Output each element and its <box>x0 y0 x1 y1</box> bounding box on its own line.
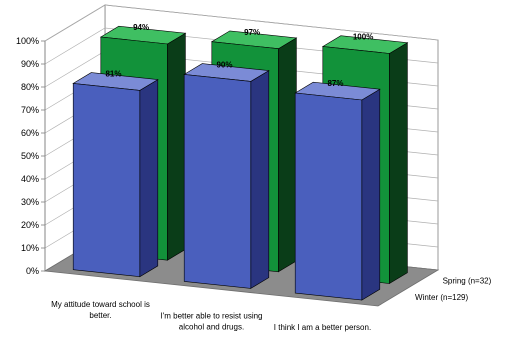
category-label-1: My attitude toward school is better. <box>51 300 150 320</box>
series-axis-labels: Spring (n=32) Winter (n=129) <box>415 276 492 302</box>
data-label-winter-1: 81% <box>105 70 121 79</box>
y-tick-label: 80% <box>21 82 39 92</box>
bar-side-face <box>250 70 270 289</box>
bar-side-face <box>278 37 297 273</box>
y-tick-label: 90% <box>21 59 39 69</box>
series-label-winter-n-129: Winter (n=129) <box>415 293 468 302</box>
series-winter-bars <box>72 63 381 301</box>
bar-winter-3 <box>294 81 381 301</box>
bar-winter-1 <box>72 72 159 278</box>
bar-front-face <box>72 83 141 278</box>
y-axis-ticks: 0% 10% 20% 30% 40% 50% 60% 70% 80% 90% 100% <box>16 36 46 276</box>
category-label-2: I'm better able to resist using alcohol a… <box>160 312 262 332</box>
y-tick-label: 40% <box>21 174 39 184</box>
data-labels: 94% 97% 100% 81% 90% 87% <box>105 23 373 88</box>
bar-side-face <box>389 42 408 285</box>
bar-side-face <box>361 88 381 301</box>
bar-front-face <box>183 74 252 289</box>
y-tick-label: 0% <box>26 266 39 276</box>
y-tick-label: 100% <box>16 36 39 46</box>
bar-front-face <box>294 92 363 301</box>
data-label-winter-3: 87% <box>327 79 343 88</box>
bar-side-face <box>167 32 186 261</box>
y-tick-label: 50% <box>21 151 39 161</box>
data-label-spring-3: 100% <box>353 33 373 42</box>
series-label-spring-n-32: Spring (n=32) <box>443 276 492 285</box>
y-tick-label: 30% <box>21 197 39 207</box>
data-label-spring-1: 94% <box>133 23 149 32</box>
data-label-winter-2: 90% <box>216 61 232 70</box>
y-tick-label: 20% <box>21 220 39 230</box>
gridline <box>44 4 439 42</box>
y-tick-label: 70% <box>21 105 39 115</box>
category-labels: My attitude toward school is better. I'm b… <box>51 300 371 332</box>
y-tick-label: 10% <box>21 243 39 253</box>
bar-winter-2 <box>183 63 270 289</box>
data-label-spring-2: 97% <box>244 28 260 37</box>
bar-side-face <box>139 79 159 278</box>
y-tick-label: 60% <box>21 128 39 138</box>
category-label-3: I think I am a better person. <box>274 323 371 332</box>
